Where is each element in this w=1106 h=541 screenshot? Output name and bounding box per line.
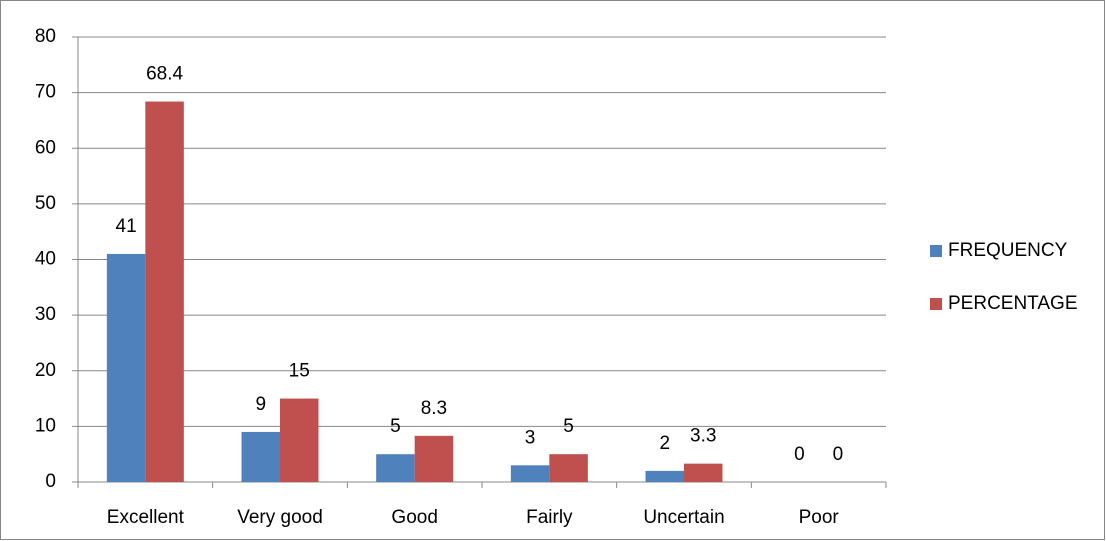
x-tick-label: Uncertain [643,507,724,528]
y-tick-label: 20 [35,360,56,381]
data-label: 8.3 [421,398,447,419]
x-tick-label: Very good [237,507,323,528]
y-tick-label: 70 [35,82,56,103]
data-label: 0 [833,444,844,465]
y-tick-label: 60 [35,137,56,158]
legend-swatch [930,298,942,310]
y-tick-label: 40 [35,249,56,270]
data-label: 68.4 [146,64,183,85]
x-tick-label: Excellent [107,507,185,528]
data-label: 9 [255,394,266,415]
bar [145,101,184,483]
bar [106,253,146,482]
data-label: 3 [525,427,536,448]
bar [645,470,684,482]
x-tick-label: Fairly [526,507,573,528]
bar [241,431,280,482]
data-label: 5 [563,416,574,437]
y-tick-label: 0 [45,471,56,492]
data-label: 3.3 [690,426,716,447]
data-label: 2 [659,433,670,454]
legend-label: FREQUENCY [948,240,1068,261]
data-label: 41 [116,216,137,237]
y-tick-label: 30 [35,304,56,325]
data-label: 0 [794,444,805,465]
bar [510,465,550,482]
y-tick-label: 50 [35,193,56,214]
y-tick-label: 80 [35,26,56,47]
data-label: 5 [390,416,401,437]
bar [414,435,454,482]
y-tick-label: 10 [35,415,56,436]
bar [280,398,319,482]
legend-label: PERCENTAGE [948,293,1078,314]
x-tick-label: Good [391,507,437,528]
data-label: 15 [289,361,310,382]
bar [549,454,588,482]
legend-swatch [930,245,942,257]
bar [376,454,415,482]
x-tick-label: Poor [799,507,840,528]
bar [684,463,723,482]
